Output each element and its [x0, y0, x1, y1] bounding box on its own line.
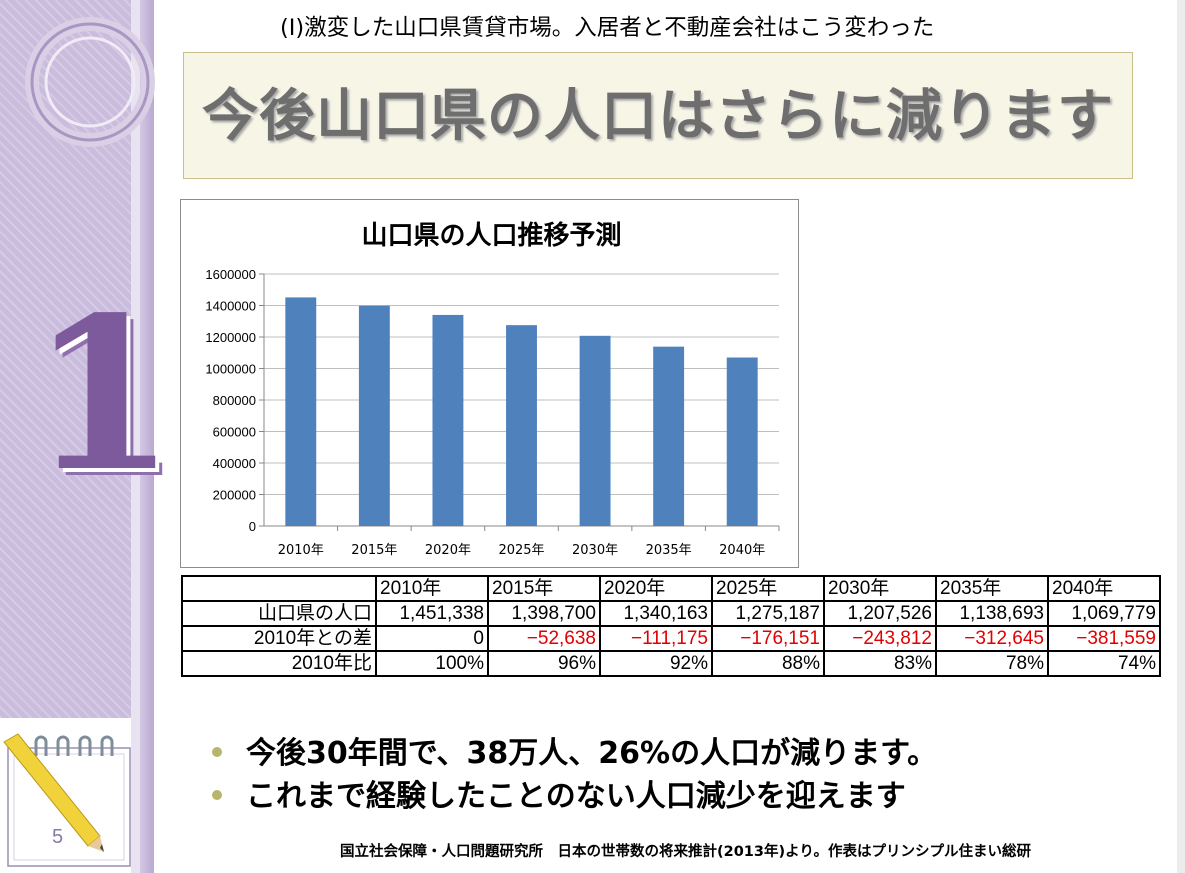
bullet-item: 今後30年間で、38万人、26%の人口が減ります。 [212, 728, 937, 772]
bar [358, 305, 390, 526]
table-cell: 92% [599, 650, 713, 677]
slide-title: 今後山口県の人口はさらに減ります [202, 84, 1114, 149]
decorative-stripe [140, 0, 154, 873]
y-tick-label: 800000 [213, 393, 256, 408]
x-tick-label: 2020年 [425, 543, 471, 558]
y-tick-label: 200000 [213, 488, 256, 503]
chart-canvas: 山口県の人口推移予測 0 200000 400000 600000 800000 10000… [205, 221, 780, 558]
slide-edge [1177, 0, 1185, 873]
table-cell-negative: −52,638 [487, 625, 601, 652]
table-cell: 88% [711, 650, 825, 677]
y-tick-label: 1200000 [205, 330, 256, 345]
table-cell-negative: −381,559 [1047, 625, 1161, 652]
table-cell: 1,275,187 [711, 600, 825, 627]
table-cell: 1,398,700 [487, 600, 601, 627]
table-header-row: 2010年 2015年 2020年 2025年 2030年 2035年 2040… [181, 575, 1161, 602]
y-tick-label: 400000 [213, 456, 256, 471]
bullet-item: これまで経験したことのない人口減少を迎えます [212, 771, 906, 815]
notebook-pencil-icon [3, 733, 131, 867]
y-tick-label: 1600000 [205, 267, 256, 282]
bullet-dot-icon [212, 746, 222, 757]
decorative-stripe [131, 0, 140, 873]
table-header-cell: 2030年 [823, 575, 937, 602]
x-tick-label: 2035年 [646, 543, 692, 558]
page-number: 5 [52, 826, 64, 848]
table-cell: 1,069,779 [1047, 600, 1161, 627]
x-tick-label: 2040年 [719, 543, 765, 558]
table-cell-negative: −176,151 [711, 625, 825, 652]
population-table: 2010年 2015年 2020年 2025年 2030年 2035年 2040… [181, 575, 1161, 677]
table-header-cell: 2010年 [375, 575, 489, 602]
y-tick-label: 0 [249, 519, 256, 534]
title-box: 今後山口県の人口はさらに減ります [183, 52, 1133, 179]
table-row: 山口県の人口 1,451,338 1,398,700 1,340,163 1,2… [181, 600, 1161, 627]
table-cell: 78% [935, 650, 1049, 677]
row-label: 2010年との差 [181, 625, 377, 652]
table-cell: 1,451,338 [375, 600, 489, 627]
bullet-dot-icon [212, 789, 222, 800]
row-label: 2010年比 [181, 650, 377, 677]
table-header-cell [181, 575, 377, 602]
table-cell: 74% [1047, 650, 1161, 677]
table-cell-negative: −243,812 [823, 625, 937, 652]
y-tick-label: 1000000 [205, 362, 256, 377]
bar [579, 335, 611, 526]
table-cell: 0 [375, 625, 489, 652]
bar [653, 346, 685, 526]
y-tick-label: 600000 [213, 425, 256, 440]
x-tick-label: 2010年 [278, 543, 324, 558]
source-footnote: 国立社会保障・人口問題研究所 日本の世帯数の将来推計(2013年)より。作表はプ… [340, 844, 1032, 860]
x-tick-label: 2025年 [498, 543, 544, 558]
table-cell: 1,340,163 [599, 600, 713, 627]
x-tick-label: 2030年 [572, 543, 618, 558]
bar [726, 357, 758, 526]
table-header-cell: 2035年 [935, 575, 1049, 602]
table-cell: 100% [375, 650, 489, 677]
y-tick-label: 1400000 [205, 299, 256, 314]
chart-title: 山口県の人口推移予測 [361, 221, 621, 251]
bar [506, 325, 537, 526]
bar [285, 297, 317, 526]
table-cell: 1,138,693 [935, 600, 1049, 627]
table-header-cell: 2020年 [599, 575, 713, 602]
section-number: 1 [30, 271, 177, 518]
row-label: 山口県の人口 [181, 600, 377, 627]
bullet-text: 今後30年間で、38万人、26%の人口が減ります。 [246, 736, 938, 771]
table-cell: 83% [823, 650, 937, 677]
table-cell: 1,207,526 [823, 600, 937, 627]
table-header-cell: 2040年 [1047, 575, 1161, 602]
table-cell: 96% [487, 650, 601, 677]
table-header-cell: 2015年 [487, 575, 601, 602]
table-cell-negative: −312,645 [935, 625, 1049, 652]
table-row: 2010年比 100% 96% 92% 88% 83% 78% 74% [181, 650, 1161, 677]
population-bar-chart: 山口県の人口推移予測 0 200000 400000 600000 800000 10000… [180, 199, 799, 568]
x-tick-label: 2015年 [351, 543, 397, 558]
table-cell-negative: −111,175 [599, 625, 713, 652]
slide-subtitle: (I)激変した山口県賃貸市場。入居者と不動産会社はこう変わった [280, 15, 935, 41]
bullet-text: これまで経験したことのない人口減少を迎えます [246, 779, 906, 814]
decorative-ring-icon [25, 17, 155, 147]
bar [432, 314, 464, 526]
table-header-cell: 2025年 [711, 575, 825, 602]
table-row: 2010年との差 0 −52,638 −111,175 −176,151 −24… [181, 625, 1161, 652]
